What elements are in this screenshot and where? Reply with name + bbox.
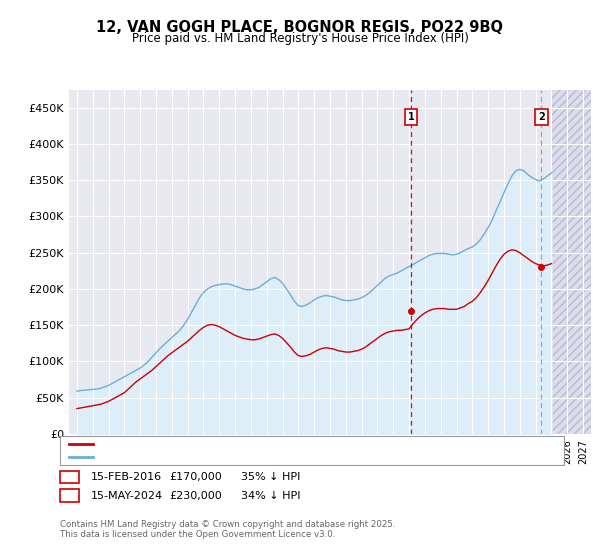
Text: £230,000: £230,000 xyxy=(169,491,222,501)
Text: 12, VAN GOGH PLACE, BOGNOR REGIS, PO22 9BQ (semi-detached house): 12, VAN GOGH PLACE, BOGNOR REGIS, PO22 9… xyxy=(100,439,461,449)
Bar xyxy=(551,90,591,434)
Text: 15-MAY-2024: 15-MAY-2024 xyxy=(91,491,163,501)
Text: 12, VAN GOGH PLACE, BOGNOR REGIS, PO22 9BQ: 12, VAN GOGH PLACE, BOGNOR REGIS, PO22 9… xyxy=(97,20,503,35)
Text: 2: 2 xyxy=(66,491,73,501)
Text: 15-FEB-2016: 15-FEB-2016 xyxy=(91,472,163,482)
Text: 1: 1 xyxy=(66,472,73,482)
Text: HPI: Average price, semi-detached house, Arun: HPI: Average price, semi-detached house,… xyxy=(100,452,331,461)
Text: 2: 2 xyxy=(538,112,545,122)
Text: 34% ↓ HPI: 34% ↓ HPI xyxy=(241,491,301,501)
Text: 35% ↓ HPI: 35% ↓ HPI xyxy=(241,472,301,482)
Text: £170,000: £170,000 xyxy=(169,472,222,482)
Text: Contains HM Land Registry data © Crown copyright and database right 2025.
This d: Contains HM Land Registry data © Crown c… xyxy=(60,520,395,539)
Text: Price paid vs. HM Land Registry's House Price Index (HPI): Price paid vs. HM Land Registry's House … xyxy=(131,32,469,45)
Text: 1: 1 xyxy=(407,112,415,122)
